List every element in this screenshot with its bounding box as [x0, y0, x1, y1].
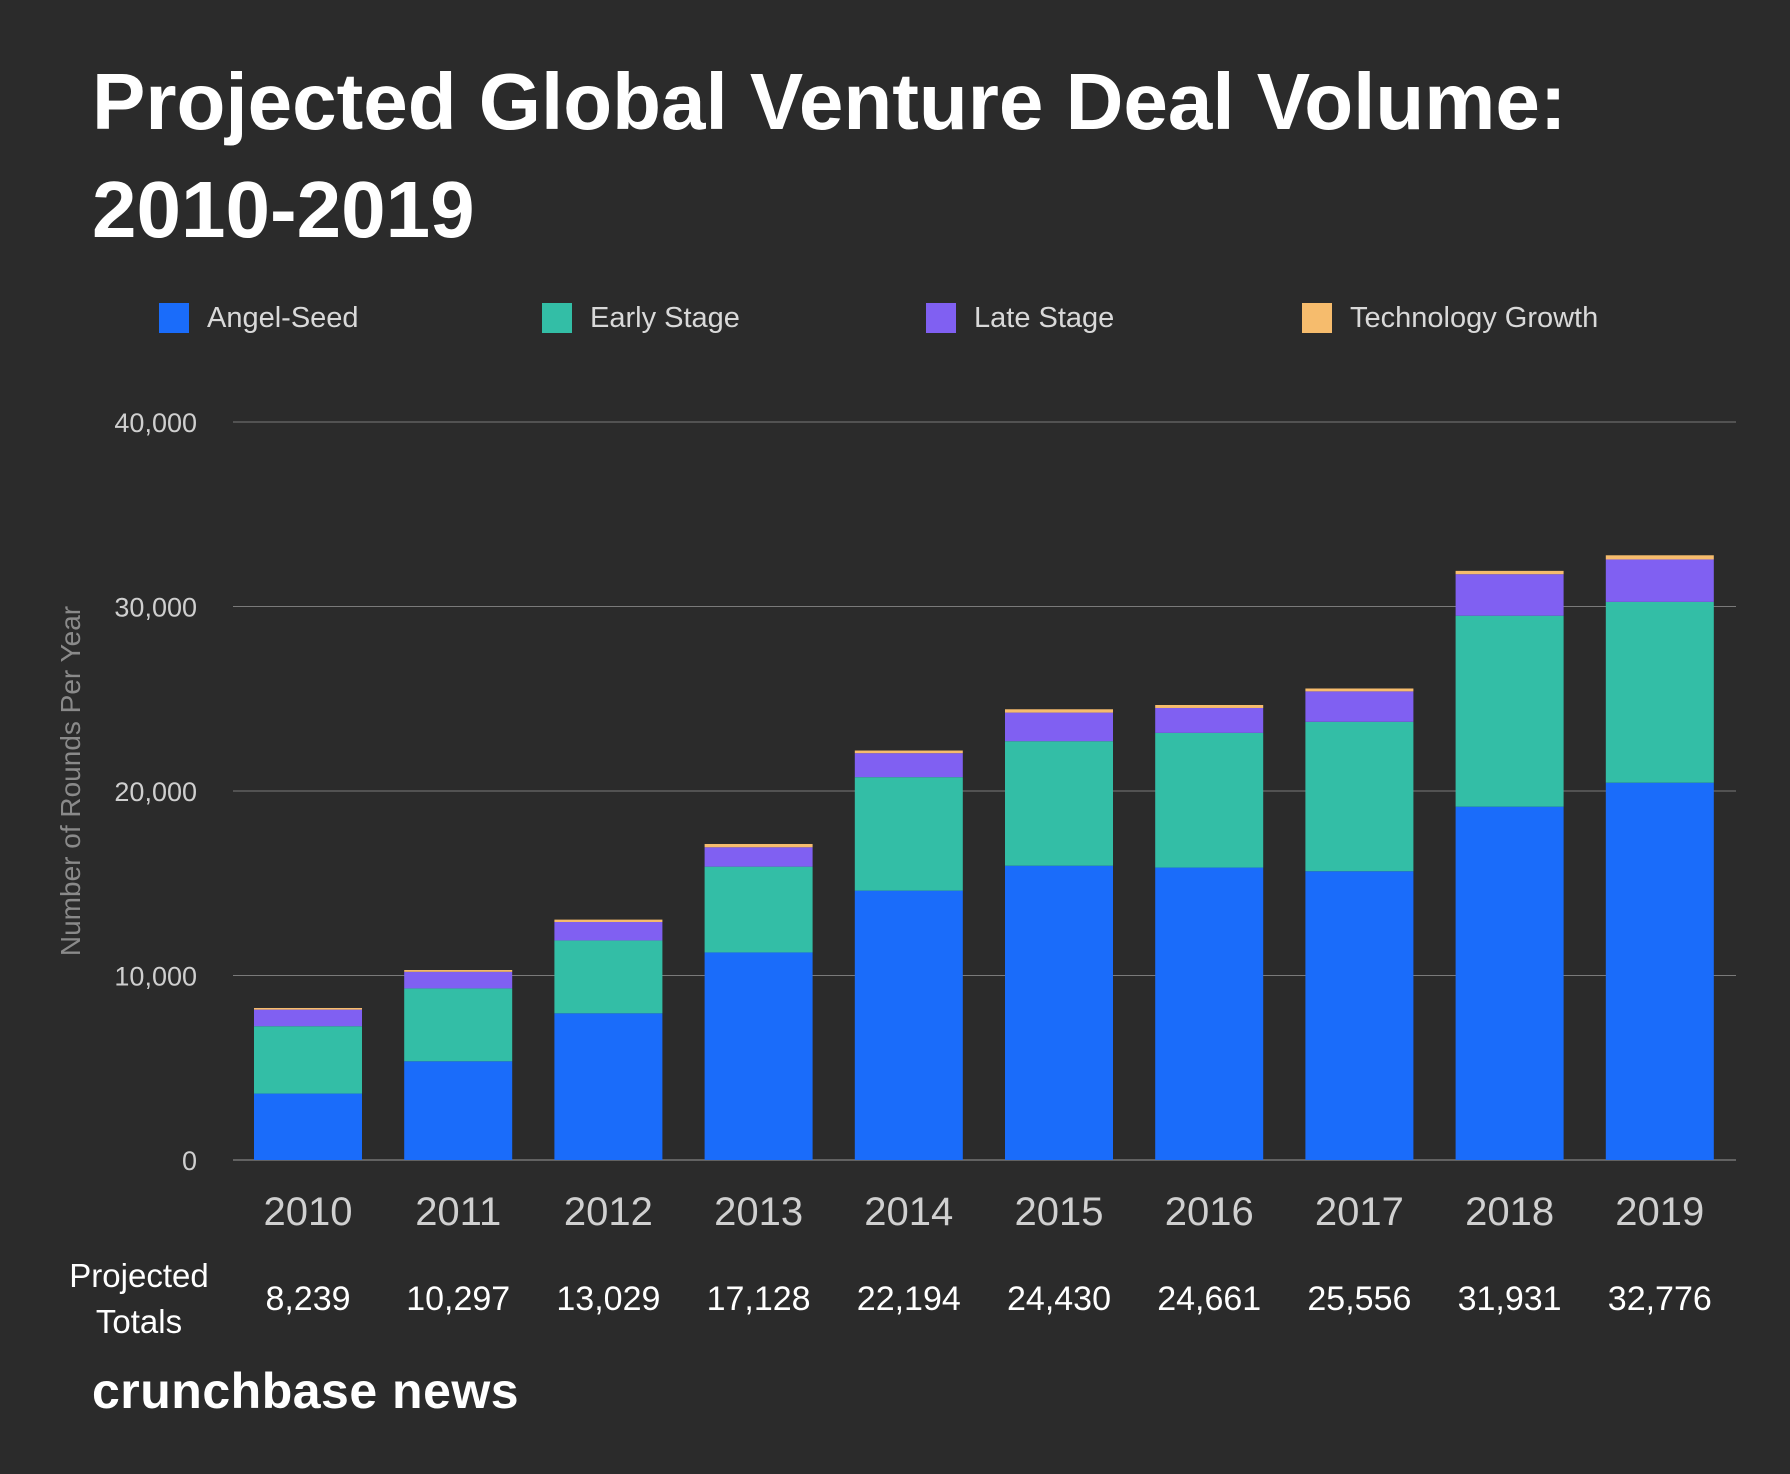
legend-item-technology-growth[interactable]: Technology Growth: [1302, 293, 1598, 343]
total-value: 24,430: [1007, 1280, 1111, 1318]
bar-technology-growth-2013: [704, 843, 813, 848]
chart-title: Projected Global Venture Deal Volume: 20…: [92, 57, 1567, 254]
y-axis-label: Number of Rounds Per Year: [55, 606, 86, 956]
bar-angel-seed-2013: [704, 952, 813, 1160]
y-tick-label: 0: [182, 1146, 197, 1176]
legend-label-technology-growth: Technology Growth: [1350, 301, 1599, 334]
bar-late-stage-2018: [1455, 574, 1564, 616]
bar-late-stage-2013: [704, 847, 813, 867]
legend-item-early-stage[interactable]: Early Stage: [542, 293, 740, 343]
bar-technology-growth-2017: [1305, 688, 1414, 692]
bar-early-stage-2012: [554, 940, 663, 1014]
totals-label-line-2: Totals: [96, 1303, 182, 1340]
bar-angel-seed-2011: [404, 1061, 513, 1160]
bar-early-stage-2015: [1005, 741, 1113, 866]
legend-label-late-stage: Late Stage: [974, 301, 1115, 334]
bar-late-stage-2015: [1005, 712, 1113, 742]
bar-late-stage-2019: [1605, 559, 1714, 602]
bar-angel-seed-2015: [1005, 865, 1113, 1160]
legend-swatch-late-stage: [926, 303, 956, 333]
x-tick-label: 2015: [1015, 1190, 1104, 1234]
bar-technology-growth-2014: [854, 750, 963, 754]
projected-totals: 8,239 10,297 13,029 17,128 22,194 24,430 24,66…: [265, 1280, 1711, 1318]
bar-early-stage-2017: [1305, 721, 1414, 872]
legend-swatch-early-stage: [542, 303, 572, 333]
bar-late-stage-2010: [254, 1009, 362, 1027]
y-tick-label: 30,000: [114, 593, 197, 623]
bar-late-stage-2016: [1155, 707, 1264, 733]
bar-technology-growth-2018: [1455, 570, 1564, 575]
bar-angel-seed-2010: [254, 1093, 362, 1160]
total-value: 32,776: [1608, 1280, 1712, 1318]
bar-early-stage-2010: [254, 1026, 362, 1094]
legend-item-angel-seed[interactable]: Angel-Seed: [159, 293, 359, 343]
bar-late-stage-2012: [554, 921, 663, 941]
x-tick-label: 2018: [1465, 1190, 1554, 1234]
x-tick-label: 2016: [1165, 1190, 1254, 1234]
legend-label-angel-seed: Angel-Seed: [207, 301, 359, 334]
brand-logo: crunchbase news: [92, 1363, 520, 1419]
y-tick-label: 10,000: [114, 962, 197, 992]
bar-technology-growth-2010: [254, 1007, 362, 1010]
y-tick-label: 20,000: [114, 777, 197, 807]
bar-early-stage-2014: [854, 777, 963, 891]
bar-angel-seed-2018: [1455, 806, 1564, 1160]
bar-late-stage-2011: [404, 971, 513, 989]
total-value: 17,128: [707, 1280, 811, 1318]
legend-item-late-stage[interactable]: Late Stage: [926, 293, 1114, 343]
x-tick-label: 2011: [415, 1190, 501, 1234]
bar-early-stage-2013: [704, 866, 813, 953]
bar-early-stage-2011: [404, 988, 513, 1062]
total-value: 31,931: [1458, 1280, 1562, 1318]
legend-swatch-angel-seed: [159, 303, 189, 333]
y-axis-ticks: 0 10,000 20,000 30,000 40,000: [114, 408, 197, 1176]
x-tick-label: 2017: [1315, 1190, 1404, 1234]
bar-technology-growth-2012: [554, 919, 663, 922]
bar-early-stage-2016: [1155, 732, 1264, 868]
total-value: 25,556: [1307, 1280, 1411, 1318]
x-tick-label: 2013: [714, 1190, 803, 1234]
total-value: 8,239: [265, 1280, 350, 1318]
x-axis-ticks: 2010 2011 2012 2013 2014 2015 2016 2017 2018 2019: [264, 1190, 1705, 1234]
total-value: 10,297: [406, 1280, 510, 1318]
legend: Angel-Seed Early Stage Late Stage Techno…: [0, 293, 1790, 343]
bar-angel-seed-2017: [1305, 871, 1414, 1160]
bars: [254, 555, 1714, 1160]
x-tick-label: 2014: [864, 1190, 953, 1234]
total-value: 13,029: [556, 1280, 660, 1318]
bar-late-stage-2014: [854, 753, 963, 778]
legend-label-early-stage: Early Stage: [590, 301, 740, 334]
total-value: 24,661: [1157, 1280, 1261, 1318]
bar-angel-seed-2012: [554, 1013, 663, 1160]
x-tick-label: 2010: [264, 1190, 353, 1234]
bar-angel-seed-2014: [854, 890, 963, 1160]
bar-technology-growth-2016: [1155, 705, 1264, 708]
bar-technology-growth-2019: [1605, 555, 1714, 560]
bar-technology-growth-2015: [1005, 709, 1113, 713]
bar-angel-seed-2016: [1155, 867, 1264, 1160]
total-value: 22,194: [857, 1280, 961, 1318]
bar-early-stage-2018: [1455, 615, 1564, 807]
bar-late-stage-2017: [1305, 691, 1414, 722]
legend-swatch-technology-growth: [1302, 303, 1332, 333]
bar-technology-growth-2011: [404, 970, 513, 972]
bar-early-stage-2019: [1605, 601, 1714, 783]
bar-angel-seed-2019: [1605, 782, 1714, 1160]
totals-label-line-1: Projected: [69, 1257, 208, 1294]
x-tick-label: 2012: [564, 1190, 653, 1234]
x-tick-label: 2019: [1615, 1190, 1704, 1234]
y-tick-label: 40,000: [114, 408, 197, 438]
